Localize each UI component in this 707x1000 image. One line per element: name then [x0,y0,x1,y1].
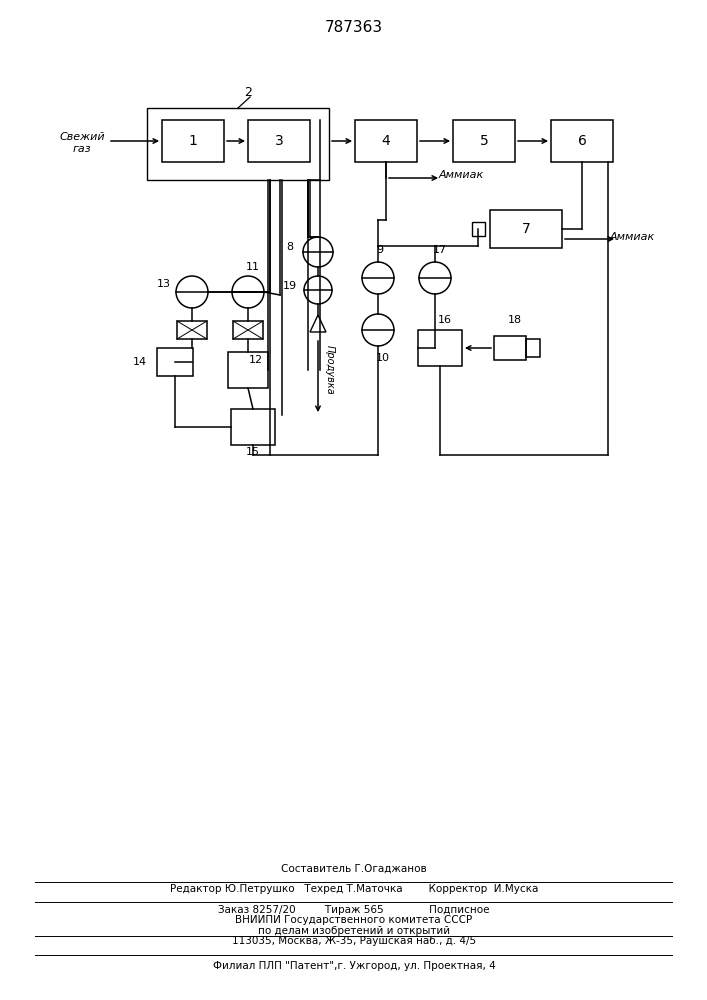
Text: 15: 15 [246,447,260,457]
Text: 2: 2 [244,87,252,100]
Text: Составитель Г.Огаджанов: Составитель Г.Огаджанов [281,864,427,874]
Text: 8: 8 [286,242,293,252]
Bar [490,210,562,248]
Text: ВНИИПИ Государственного комитета СССР: ВНИИПИ Государственного комитета СССР [235,915,472,925]
Text: 14: 14 [133,357,147,367]
Text: 1: 1 [189,134,197,148]
Bar [551,120,613,162]
Text: 787363: 787363 [325,20,383,35]
Bar [147,108,329,180]
Bar [228,352,268,388]
Text: 9: 9 [376,245,384,255]
Bar [494,336,526,360]
Text: Заказ 8257/20         Тираж 565              Подписное: Заказ 8257/20 Тираж 565 Подписное [218,905,490,915]
Bar [355,120,417,162]
Text: 19: 19 [283,281,297,291]
Text: 10: 10 [376,353,390,363]
Text: Продувка: Продувка [325,345,335,395]
Bar [453,120,515,162]
Text: Филиал ПЛП "Патент",г. Ужгород, ул. Проектная, 4: Филиал ПЛП "Патент",г. Ужгород, ул. Прое… [213,961,496,971]
Text: Аммиак: Аммиак [438,170,484,180]
Bar [472,222,485,236]
Text: 11: 11 [246,262,260,272]
Text: 113035, Москва, Ж-35, Раушская наб., д. 4/5: 113035, Москва, Ж-35, Раушская наб., д. … [232,936,476,946]
Bar [177,321,207,339]
Bar [248,120,310,162]
Text: 7: 7 [522,222,530,236]
Text: Свежий: Свежий [59,132,105,142]
Text: по делам изобретений и открытий: по делам изобретений и открытий [258,926,450,936]
Text: 17: 17 [433,245,447,255]
Text: Редактор Ю.Петрушко   Техред Т.Маточка        Корректор  И.Муска: Редактор Ю.Петрушко Техред Т.Маточка Кор… [170,884,538,894]
Bar [418,330,462,366]
Bar [157,348,193,376]
Bar [526,339,540,357]
Text: газ: газ [73,144,91,154]
Text: 16: 16 [438,315,452,325]
Text: Аммиак: Аммиак [609,232,655,242]
Text: 18: 18 [508,315,522,325]
Bar [233,321,263,339]
Bar [162,120,224,162]
Text: 12: 12 [249,355,263,365]
Text: 5: 5 [479,134,489,148]
Bar [231,409,275,445]
Text: 4: 4 [382,134,390,148]
Text: 6: 6 [578,134,586,148]
Text: 3: 3 [274,134,284,148]
Text: 13: 13 [157,279,171,289]
